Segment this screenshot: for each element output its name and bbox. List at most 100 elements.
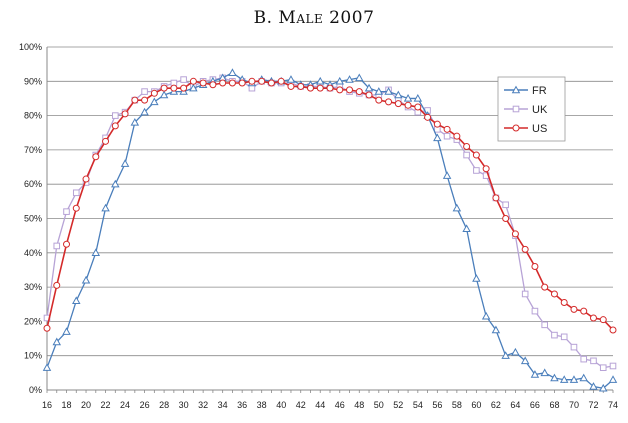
legend-marker-us: [512, 124, 520, 132]
data-point-us: [531, 263, 539, 271]
y-tick-label: 0%: [29, 385, 42, 395]
x-tick-label: 68: [549, 400, 559, 410]
data-point-fr: [101, 203, 110, 212]
y-tick-label: 20%: [24, 316, 42, 326]
data-point-uk: [590, 357, 597, 365]
data-point-us: [43, 324, 51, 332]
data-point-us: [277, 77, 285, 85]
data-point-fr: [559, 375, 569, 383]
x-tick-label: 22: [101, 400, 111, 410]
x-tick-label: 36: [237, 400, 247, 410]
data-point-us: [63, 240, 71, 248]
series-layer: [42, 68, 618, 392]
data-point-fr: [384, 87, 393, 95]
x-tick-label: 42: [296, 400, 306, 410]
data-point-uk: [473, 167, 480, 174]
x-tick-label: 58: [452, 400, 462, 410]
data-point-fr: [511, 347, 520, 356]
data-point-fr: [433, 133, 442, 142]
data-point-us: [316, 84, 324, 92]
data-point-fr: [589, 382, 598, 390]
data-point-uk: [72, 189, 80, 197]
data-point-uk: [63, 208, 70, 215]
data-point-us: [121, 110, 129, 118]
data-point-fr: [452, 203, 462, 212]
data-point-us: [511, 230, 519, 238]
x-tick-label: 16: [42, 400, 52, 410]
data-point-fr: [394, 90, 403, 99]
x-tick-label: 26: [140, 400, 150, 410]
series-us: [43, 77, 617, 334]
data-point-fr: [42, 363, 52, 371]
data-point-us: [521, 245, 529, 253]
data-point-fr: [530, 370, 540, 378]
data-point-us: [209, 81, 217, 89]
data-point-us: [238, 79, 246, 87]
x-tick-label: 18: [62, 400, 72, 410]
y-tick-label: 80%: [24, 111, 42, 121]
data-point-us: [267, 79, 275, 87]
data-point-fr: [315, 76, 325, 85]
data-point-us: [180, 84, 188, 92]
legend-label-uk: UK: [532, 104, 548, 116]
data-point-us: [346, 86, 354, 94]
x-tick-label: 70: [569, 400, 579, 410]
x-tick-label: 32: [198, 400, 208, 410]
data-point-uk: [599, 364, 607, 372]
data-point-fr: [374, 87, 384, 95]
legend-marker-uk: [512, 105, 520, 113]
x-tick-label: 56: [432, 400, 442, 410]
data-point-us: [375, 96, 383, 104]
x-tick-label: 40: [276, 400, 286, 410]
data-point-fr: [598, 383, 608, 392]
data-point-fr: [540, 368, 549, 377]
data-point-us: [502, 215, 510, 222]
data-point-us: [492, 194, 500, 202]
data-point-fr: [159, 90, 169, 99]
y-tick-label: 60%: [24, 179, 42, 189]
data-point-fr: [403, 94, 413, 102]
data-point-us: [482, 165, 490, 173]
data-point-us: [306, 84, 314, 92]
x-tick-label: 66: [530, 400, 540, 410]
data-point-fr: [130, 118, 140, 126]
x-tick-label: 20: [81, 400, 91, 410]
data-point-uk: [531, 307, 539, 315]
legend-label-fr: FR: [532, 85, 547, 97]
data-point-us: [414, 103, 422, 111]
x-tick-label: 50: [374, 400, 384, 410]
x-tick-label: 44: [315, 400, 325, 410]
data-point-us: [326, 84, 334, 92]
data-point-fr: [491, 325, 501, 334]
x-tick-label: 38: [257, 400, 267, 410]
x-tick-label: 54: [413, 400, 423, 410]
data-point-us: [463, 142, 471, 150]
y-tick-label: 40%: [24, 248, 42, 258]
data-point-uk: [521, 290, 529, 298]
y-tick-label: 10%: [24, 351, 42, 361]
data-point-us: [150, 89, 158, 97]
data-point-us: [609, 326, 617, 334]
data-point-fr: [91, 248, 101, 257]
data-point-us: [92, 153, 100, 161]
data-point-uk: [502, 201, 509, 209]
legend-label-us: US: [532, 123, 547, 135]
data-point-us: [404, 101, 412, 109]
data-point-fr: [550, 373, 559, 382]
data-point-us: [111, 122, 119, 130]
data-point-us: [355, 88, 363, 96]
data-point-uk: [443, 132, 451, 140]
x-tick-label: 52: [393, 400, 403, 410]
data-point-fr: [413, 94, 423, 102]
data-point-uk: [609, 362, 617, 370]
data-point-uk: [180, 76, 187, 83]
data-point-uk: [141, 88, 148, 95]
y-tick-label: 90%: [24, 76, 42, 86]
data-point-us: [560, 299, 568, 307]
data-point-fr: [501, 351, 510, 359]
data-point-us: [385, 98, 393, 106]
data-point-uk: [570, 343, 578, 351]
data-point-fr: [364, 83, 374, 92]
data-point-us: [570, 305, 578, 313]
data-point-us: [472, 151, 480, 159]
